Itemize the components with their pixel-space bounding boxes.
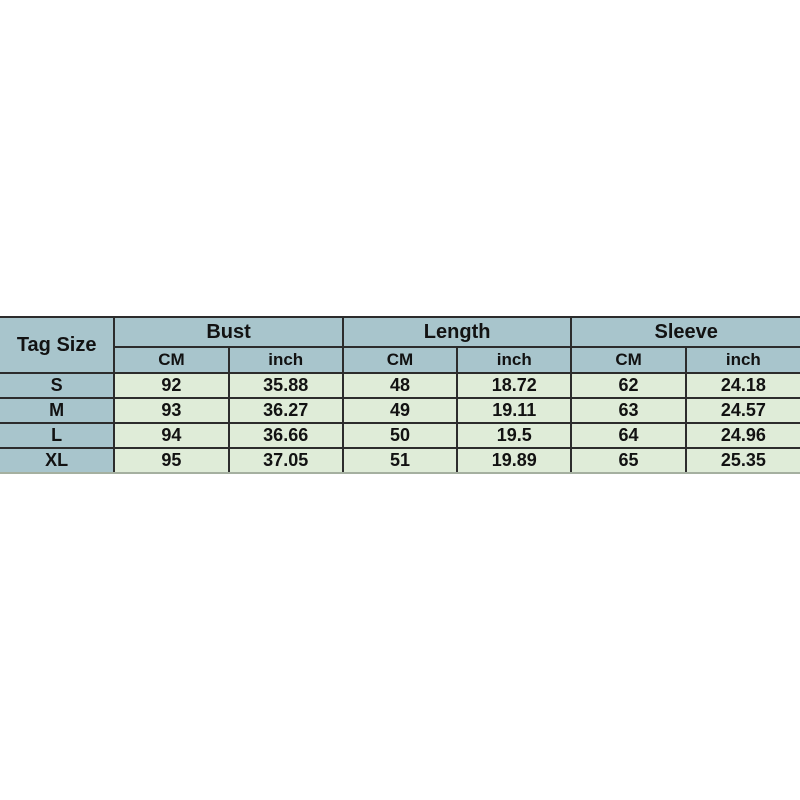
unit-header-sleeve-inch: inch (684, 346, 800, 374)
size-cell: M (0, 397, 116, 424)
group-header-bust: Bust (113, 316, 344, 348)
value-cell: 50 (341, 422, 459, 449)
value-cell: 36.27 (227, 397, 344, 424)
size-cell: XL (0, 447, 116, 474)
value-cell: 51 (341, 447, 459, 474)
group-header-length: Length (341, 316, 573, 348)
value-cell: 62 (570, 372, 687, 399)
value-cell: 18.72 (456, 372, 573, 399)
size-cell: S (0, 372, 116, 399)
value-cell: 24.18 (684, 372, 800, 399)
group-header-row: Tag Size Bust Length Sleeve (0, 316, 800, 374)
corner-header-tag-size: Tag Size (0, 316, 116, 374)
table-row-xl: XL 95 37.05 51 19.89 65 25.35 (0, 447, 800, 474)
value-cell: 37.05 (227, 447, 344, 474)
value-cell: 94 (113, 422, 230, 449)
value-cell: 64 (570, 422, 687, 449)
value-cell: 19.89 (456, 447, 573, 474)
unit-header-row: CM inch CM inch CM inch (0, 346, 800, 374)
value-cell: 65 (570, 447, 687, 474)
size-cell: L (0, 422, 116, 449)
unit-header-sleeve-cm: CM (570, 346, 687, 374)
value-cell: 24.96 (684, 422, 800, 449)
value-cell: 95 (113, 447, 230, 474)
table-row-l: L 94 36.66 50 19.5 64 24.96 (0, 422, 800, 449)
value-cell: 93 (113, 397, 230, 424)
value-cell: 63 (570, 397, 687, 424)
value-cell: 35.88 (227, 372, 344, 399)
unit-header-length-inch: inch (456, 346, 573, 374)
value-cell: 49 (341, 397, 459, 424)
value-cell: 24.57 (684, 397, 800, 424)
value-cell: 48 (341, 372, 459, 399)
value-cell: 92 (113, 372, 230, 399)
table-row-m: M 93 36.27 49 19.11 63 24.57 (0, 397, 800, 424)
unit-header-bust-inch: inch (227, 346, 344, 374)
table-row-s: S 92 35.88 48 18.72 62 24.18 (0, 372, 800, 399)
size-chart-table: Tag Size Bust Length Sleeve CM inch CM i… (0, 316, 800, 474)
group-header-sleeve: Sleeve (570, 316, 800, 348)
value-cell: 19.11 (456, 397, 573, 424)
value-cell: 25.35 (684, 447, 800, 474)
value-cell: 19.5 (456, 422, 573, 449)
unit-header-length-cm: CM (341, 346, 459, 374)
unit-header-bust-cm: CM (114, 346, 230, 374)
value-cell: 36.66 (227, 422, 344, 449)
